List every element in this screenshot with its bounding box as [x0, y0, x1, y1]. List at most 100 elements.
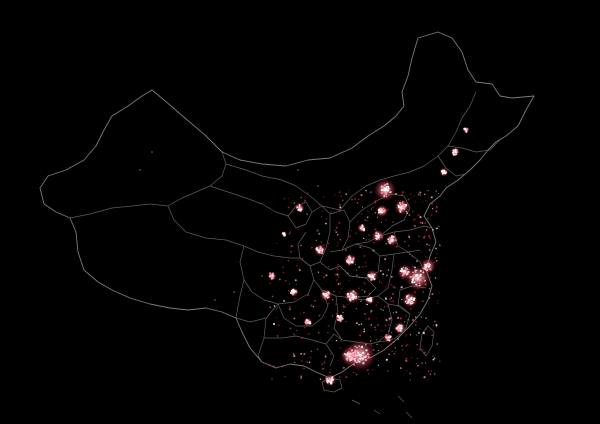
light-speck	[410, 356, 413, 359]
light-speck	[269, 314, 271, 316]
light-speck	[380, 346, 383, 349]
light-speck	[293, 355, 296, 358]
light-speck	[395, 312, 398, 314]
light-speck	[395, 199, 397, 201]
light-speck	[438, 292, 441, 294]
light-speck	[413, 291, 416, 294]
light-speck	[360, 323, 363, 325]
light-speck	[421, 222, 424, 224]
light-speck	[348, 235, 351, 238]
light-speck	[261, 275, 263, 277]
light-speck	[430, 373, 432, 375]
boundary-guizhou	[277, 289, 329, 327]
light-speck	[385, 219, 388, 221]
light-speck	[374, 228, 377, 231]
light-speck	[340, 287, 343, 290]
light-speck	[437, 300, 439, 302]
light-speck	[363, 282, 365, 284]
light-speck	[428, 244, 430, 246]
light-speck	[355, 322, 358, 325]
light-speck	[418, 348, 421, 351]
light-speck	[417, 214, 420, 217]
light-speck	[330, 211, 332, 214]
boundary-shaanxi	[297, 205, 331, 267]
boundary-taiwan	[419, 325, 435, 357]
light-speck	[289, 231, 291, 233]
light-speck	[390, 275, 393, 278]
city-light	[349, 358, 352, 362]
light-speck	[367, 210, 369, 212]
city-light	[397, 325, 399, 328]
light-speck	[333, 260, 335, 262]
light-speck	[338, 221, 341, 224]
light-speck	[330, 368, 332, 371]
city-light	[452, 149, 455, 152]
light-speck	[434, 227, 437, 229]
light-speck	[422, 331, 425, 335]
city-light	[407, 301, 410, 304]
city-light	[350, 293, 353, 296]
city-light	[399, 208, 402, 211]
light-speck	[395, 311, 398, 313]
light-speck	[439, 360, 441, 362]
light-speck	[375, 304, 377, 307]
light-speck	[301, 337, 304, 340]
city-light	[298, 204, 301, 207]
light-speck	[355, 232, 357, 234]
light-speck	[411, 255, 413, 258]
light-speck	[390, 300, 392, 303]
city-light	[415, 283, 418, 286]
light-speck	[350, 229, 353, 231]
light-speck	[391, 350, 393, 352]
light-speck	[352, 372, 354, 374]
city-light	[418, 284, 421, 287]
light-speck	[363, 237, 365, 240]
light-speck	[139, 169, 141, 171]
city-light	[413, 281, 415, 283]
city-light	[269, 272, 272, 275]
light-speck	[428, 287, 431, 290]
light-speck	[370, 222, 372, 225]
city-light	[418, 282, 421, 285]
light-speck	[273, 305, 276, 307]
light-speck	[372, 249, 375, 252]
city-light	[352, 258, 355, 261]
city-light	[326, 291, 329, 294]
light-speck	[414, 218, 416, 221]
light-speck	[287, 260, 289, 262]
light-speck	[272, 365, 275, 367]
light-speck	[432, 324, 435, 326]
light-speck	[435, 325, 438, 328]
light-speck	[293, 297, 296, 300]
city-light	[401, 208, 403, 211]
light-speck	[300, 376, 302, 379]
light-speck	[359, 246, 362, 249]
city-light	[403, 204, 406, 206]
light-speck	[404, 321, 406, 323]
city-light	[400, 267, 403, 270]
light-speck	[416, 343, 418, 346]
light-speck	[302, 257, 304, 260]
light-speck	[409, 253, 411, 255]
light-speck	[438, 203, 440, 205]
city-light	[407, 271, 410, 273]
boundary-yunnan	[235, 303, 279, 363]
light-speck	[281, 365, 284, 368]
light-speck	[389, 232, 391, 234]
light-speck	[318, 305, 320, 307]
light-speck	[435, 324, 438, 327]
light-speck	[435, 190, 437, 192]
light-speck	[335, 226, 338, 229]
light-speck	[331, 315, 334, 317]
light-speck	[276, 334, 279, 337]
light-speck	[329, 371, 331, 374]
light-speck	[420, 316, 422, 318]
light-speck	[342, 311, 344, 314]
light-speck	[368, 317, 371, 320]
light-speck	[390, 297, 392, 300]
light-speck	[374, 200, 377, 203]
light-speck	[343, 366, 345, 369]
light-speck	[344, 306, 346, 308]
city-light	[375, 237, 379, 241]
city-light	[416, 274, 419, 277]
